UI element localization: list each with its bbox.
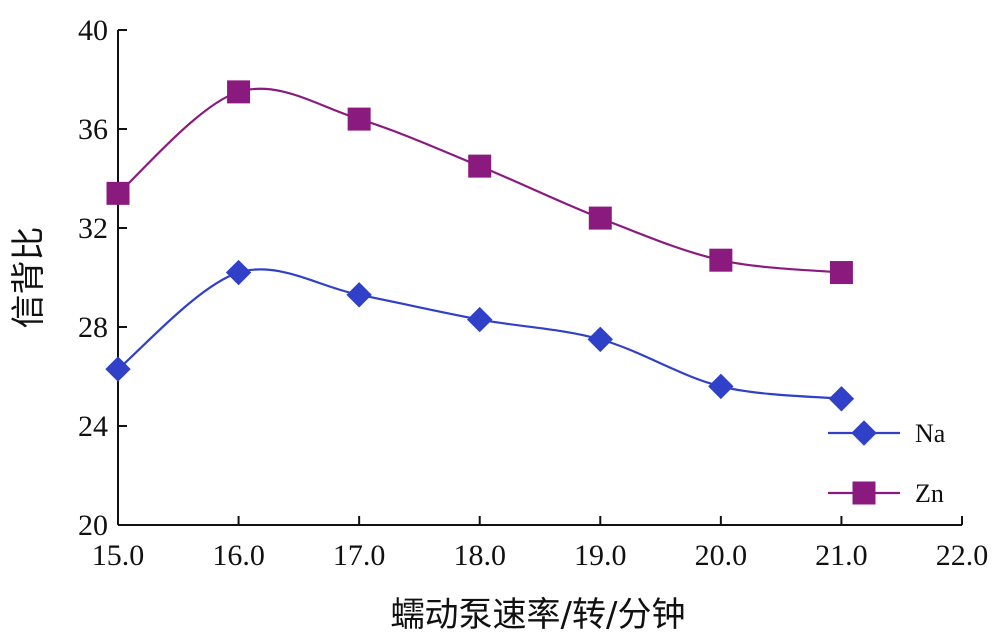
series-na (105, 259, 855, 412)
x-tick-label: 22.0 (936, 539, 989, 572)
legend-item-zn: Zn (828, 479, 944, 508)
legend-item-na: Na (828, 419, 946, 448)
series-line-zn (117, 87, 842, 274)
x-axis-title: 蠕动泵速率/转/分钟 (391, 595, 686, 635)
data-point-na (587, 326, 613, 353)
data-point-zn (709, 248, 733, 272)
data-point-zn (468, 154, 492, 178)
x-tick-label: 19.0 (574, 539, 627, 572)
x-tick-label: 21.0 (815, 539, 868, 572)
y-axis-title: 信背比 (9, 227, 49, 329)
series-layer (105, 80, 855, 412)
x-ticks: 15.0 16.0 17.0 18.0 19.0 20.0 21.0 22.0 (92, 516, 989, 572)
data-point-zn (106, 181, 130, 205)
legend-label: Zn (915, 479, 944, 508)
series-zn (106, 80, 853, 285)
y-tick-label: 28 (78, 311, 108, 344)
x-tick-label: 20.0 (695, 539, 748, 572)
data-point-na (105, 356, 131, 382)
y-tick-label: 40 (78, 14, 108, 47)
data-point-na (467, 306, 493, 333)
legend-label: Na (915, 419, 946, 448)
legend-marker (852, 481, 876, 505)
y-tick-label: 24 (78, 410, 108, 443)
y-tick-label: 32 (78, 212, 108, 245)
data-point-zn (829, 261, 853, 285)
data-point-zn (347, 107, 371, 131)
x-tick-label: 18.0 (453, 539, 506, 572)
data-point-na (708, 373, 734, 400)
data-point-na (346, 282, 372, 308)
data-point-na (225, 259, 252, 286)
axes (117, 30, 962, 526)
x-tick-label: 17.0 (333, 539, 386, 572)
data-point-zn (227, 80, 251, 104)
data-point-zn (588, 206, 612, 230)
y-tick-label: 20 (78, 509, 108, 542)
legend: Na Zn (828, 419, 946, 508)
y-tick-label: 36 (78, 113, 108, 146)
x-tick-label: 16.0 (212, 539, 265, 572)
data-point-na (828, 386, 855, 412)
x-tick-label: 15.0 (92, 539, 145, 572)
series-line-na (117, 268, 842, 400)
legend-marker (851, 420, 877, 446)
y-ticks: 20 24 28 32 36 40 (78, 14, 127, 542)
